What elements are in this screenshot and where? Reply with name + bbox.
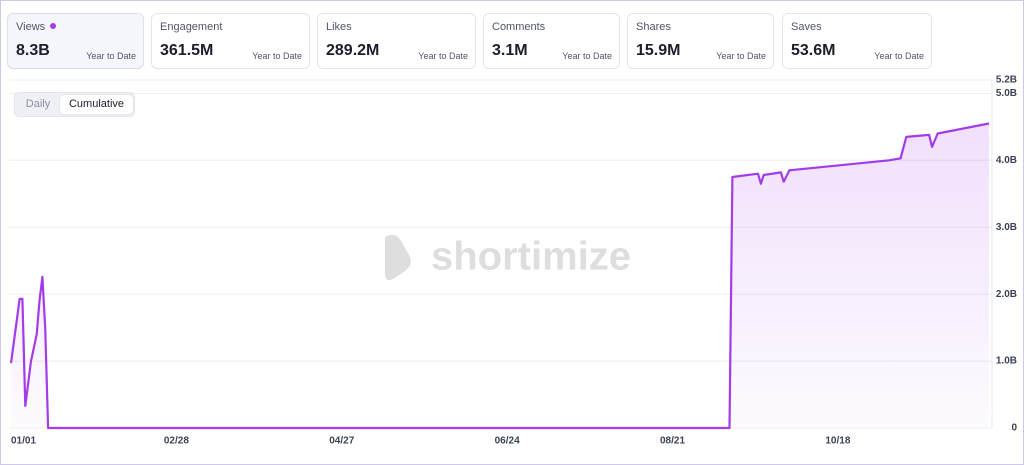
toggle-cumulative[interactable]: Cumulative	[60, 95, 133, 114]
card-label: Comments	[492, 21, 546, 33]
card-period: Year to Date	[716, 51, 766, 61]
card-period: Year to Date	[562, 51, 612, 61]
card-label: Saves	[791, 21, 822, 33]
metric-card[interactable]: Comments 3.1M Year to Date	[483, 13, 620, 69]
card-value: 289.2M	[326, 42, 380, 59]
card-label-text: Views	[16, 21, 46, 33]
x-tick-label: 10/18	[825, 436, 850, 447]
x-tick-label: 04/27	[329, 436, 354, 447]
metric-card[interactable]: Likes 289.2M Year to Date	[317, 13, 476, 69]
area	[11, 123, 989, 428]
card-label: Shares	[636, 21, 671, 33]
metric-card[interactable]: Saves 53.6M Year to Date	[782, 13, 932, 69]
card-period: Year to Date	[86, 51, 136, 61]
y-tick-label: 2.0B	[996, 289, 1017, 300]
y-tick-label: 5.2B	[996, 75, 1017, 86]
x-tick-label: 01/01	[11, 436, 36, 447]
card-label: Engagement	[160, 21, 223, 33]
card-period: Year to Date	[418, 51, 468, 61]
x-tick-label: 06/24	[495, 436, 520, 447]
toggle-daily[interactable]: Daily	[25, 98, 51, 110]
line	[9, 122, 990, 430]
card-period: Year to Date	[252, 51, 302, 61]
card-value: 53.6M	[791, 42, 836, 59]
card-value: 8.3B	[16, 42, 50, 59]
card-label: Likes	[326, 21, 352, 33]
x-tick-label: 08/21	[660, 436, 685, 447]
metric-card[interactable]: Views 8.3B Year to Date	[7, 13, 144, 69]
x-tick-label: 02/28	[164, 436, 189, 447]
view-toggle: Daily Cumulative	[14, 92, 135, 117]
y-tick-label: 3.0B	[996, 222, 1017, 233]
metric-card[interactable]: Engagement 361.5M Year to Date	[151, 13, 310, 69]
y-tick-label: 0	[1011, 423, 1017, 434]
card-value: 3.1M	[492, 42, 528, 59]
y-tick-label: 5.0B	[996, 88, 1017, 99]
card-value: 15.9M	[636, 42, 681, 59]
y-tick-label: 1.0B	[996, 356, 1017, 367]
watermark-text: shortimize	[431, 235, 631, 279]
card-label: Views	[16, 21, 57, 33]
active-dot	[50, 23, 57, 29]
metric-card[interactable]: Shares 15.9M Year to Date	[627, 13, 774, 69]
card-value: 361.5M	[160, 42, 214, 59]
watermark-logo	[385, 234, 411, 281]
watermark: shortimize	[385, 235, 631, 281]
y-tick-label: 4.0B	[996, 155, 1017, 166]
card-period: Year to Date	[874, 51, 924, 61]
